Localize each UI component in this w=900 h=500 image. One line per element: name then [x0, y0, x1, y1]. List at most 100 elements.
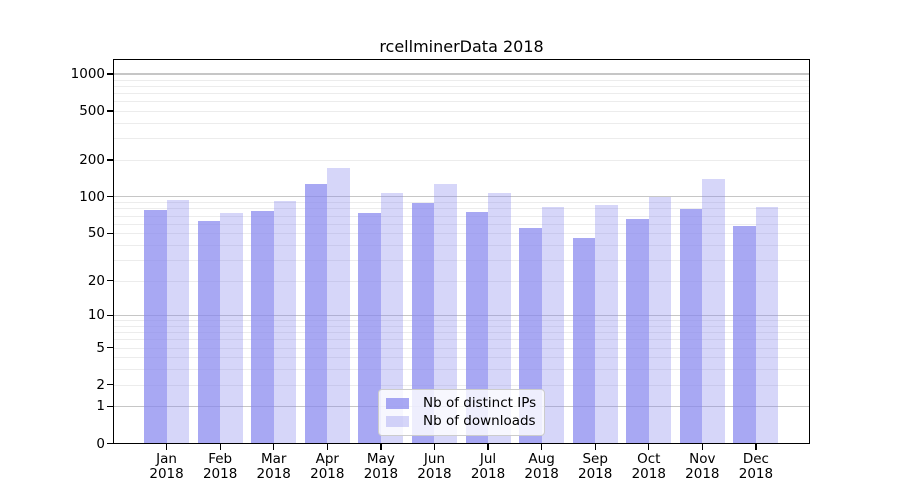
y-tick	[106, 442, 113, 445]
x-tick-label-aug: Aug 2018	[512, 452, 572, 482]
x-tick-label-month: Aug	[528, 451, 555, 467]
y-tick-label: 2	[96, 376, 105, 393]
x-tick	[594, 443, 596, 450]
bar-downloads-jul	[488, 193, 511, 444]
x-tick	[648, 443, 650, 450]
y-tick-label: 0	[96, 435, 105, 452]
y-tick-label: 50	[87, 225, 105, 242]
bar-distinct-ips-oct	[626, 218, 649, 444]
x-tick-label-year: 2018	[310, 466, 345, 482]
y-gridline-major	[113, 314, 810, 316]
x-tick-label-month: Oct	[637, 451, 661, 467]
x-tick-label-year: 2018	[202, 466, 238, 482]
y-gridline-minor	[113, 339, 810, 341]
x-tick-label-year: 2018	[417, 466, 452, 482]
x-tick-label-month: Feb	[208, 451, 233, 467]
bar-distinct-ips-nov	[679, 209, 703, 444]
y-gridline-minor	[113, 369, 810, 371]
x-tick-label-month: Mar	[260, 451, 287, 467]
x-tick-label-nov: Nov 2018	[672, 452, 732, 482]
x-tick-label-feb: Feb 2018	[190, 452, 250, 482]
bar-downloads-dec	[755, 206, 779, 444]
y-gridline-minor	[113, 138, 810, 140]
x-tick	[219, 443, 221, 450]
x-tick-label-may: May 2018	[351, 452, 411, 482]
x-tick	[380, 443, 382, 450]
bar-downloads-mar	[273, 201, 297, 444]
y-gridline-minor	[113, 223, 810, 225]
x-tick-label-year: 2018	[524, 466, 559, 482]
y-tick-label: 500	[79, 103, 105, 120]
x-tick-label-jul: Jul 2018	[458, 452, 518, 482]
y-tick	[106, 159, 113, 161]
y-tick-label: 1	[96, 398, 105, 415]
y-tick-label: 5	[96, 339, 105, 356]
legend-item-distinct-ips: Nb of distinct IPs	[379, 395, 544, 412]
legend-label-downloads: Nb of downloads	[423, 413, 536, 430]
y-gridline-minor	[113, 85, 810, 87]
legend-item-downloads: Nb of downloads	[379, 413, 544, 430]
x-tick	[165, 443, 168, 450]
x-tick-label-sep: Sep 2018	[565, 452, 625, 482]
legend-swatch-distinct-ips	[386, 397, 409, 409]
y-gridline-minor	[113, 111, 810, 113]
legend: Nb of distinct IPs Nb of downloads	[378, 389, 545, 436]
x-tick-label-dec: Dec 2018	[726, 452, 786, 482]
x-tick-label-year: 2018	[256, 466, 291, 482]
y-tick-label: 10	[87, 307, 105, 324]
bar-distinct-ips-mar	[251, 211, 274, 444]
x-tick-label-month: Jul	[479, 451, 497, 467]
y-gridline-minor	[113, 357, 810, 359]
bar-distinct-ips-jun	[411, 203, 435, 444]
y-tick-label: 200	[79, 151, 105, 168]
y-gridline-minor	[113, 208, 810, 210]
y-tick	[106, 280, 113, 282]
x-tick	[433, 443, 436, 450]
bar-downloads-apr	[327, 167, 350, 444]
legend-label-distinct-ips: Nb of distinct IPs	[423, 394, 537, 411]
x-tick-label-year: 2018	[149, 466, 184, 482]
x-tick	[701, 443, 703, 450]
y-tick	[106, 196, 113, 198]
x-tick-label-apr: Apr 2018	[297, 452, 357, 482]
chart-title: rcellminerData 2018	[379, 37, 544, 56]
x-tick-label-jun: Jun 2018	[404, 452, 464, 482]
bar-downloads-jan	[166, 199, 190, 444]
y-tick-label: 100	[79, 188, 105, 205]
y-gridline-minor	[113, 215, 810, 217]
y-tick-label: 1000	[70, 66, 105, 82]
y-tick	[106, 73, 113, 75]
bar-distinct-ips-feb	[197, 221, 221, 444]
bar-distinct-ips-apr	[304, 184, 328, 444]
y-tick-label: 20	[87, 272, 105, 289]
x-tick-label-month: May	[366, 451, 395, 467]
y-gridline-minor	[113, 244, 810, 246]
bar-downloads-aug	[541, 207, 565, 444]
bar-distinct-ips-sep	[572, 237, 596, 444]
y-tick	[106, 232, 113, 234]
y-gridline-minor	[113, 384, 810, 386]
bar-downloads-jun	[434, 183, 457, 444]
x-tick-label-year: 2018	[631, 466, 666, 482]
y-tick	[106, 314, 113, 316]
x-tick	[540, 443, 543, 450]
y-gridline-minor	[113, 332, 810, 334]
x-tick	[326, 443, 328, 450]
y-gridline-minor	[113, 122, 810, 124]
x-tick-label-month: Sep	[582, 451, 608, 467]
y-gridline-minor	[113, 93, 810, 95]
y-gridline-minor	[113, 259, 810, 261]
x-tick-label-jan: Jan 2018	[137, 452, 197, 482]
x-tick-label-month: Apr	[315, 451, 339, 467]
x-tick-label-month: Nov	[689, 451, 716, 467]
x-tick	[755, 443, 757, 450]
bar-downloads-may	[380, 192, 404, 444]
x-tick-label-month: Dec	[742, 451, 769, 467]
bar-downloads-feb	[220, 212, 243, 444]
y-gridline-minor	[113, 347, 810, 349]
x-tick-label-year: 2018	[363, 466, 399, 482]
x-tick	[487, 443, 489, 450]
y-tick	[106, 384, 113, 386]
y-gridline-minor	[113, 79, 810, 81]
bar-downloads-sep	[595, 204, 618, 444]
